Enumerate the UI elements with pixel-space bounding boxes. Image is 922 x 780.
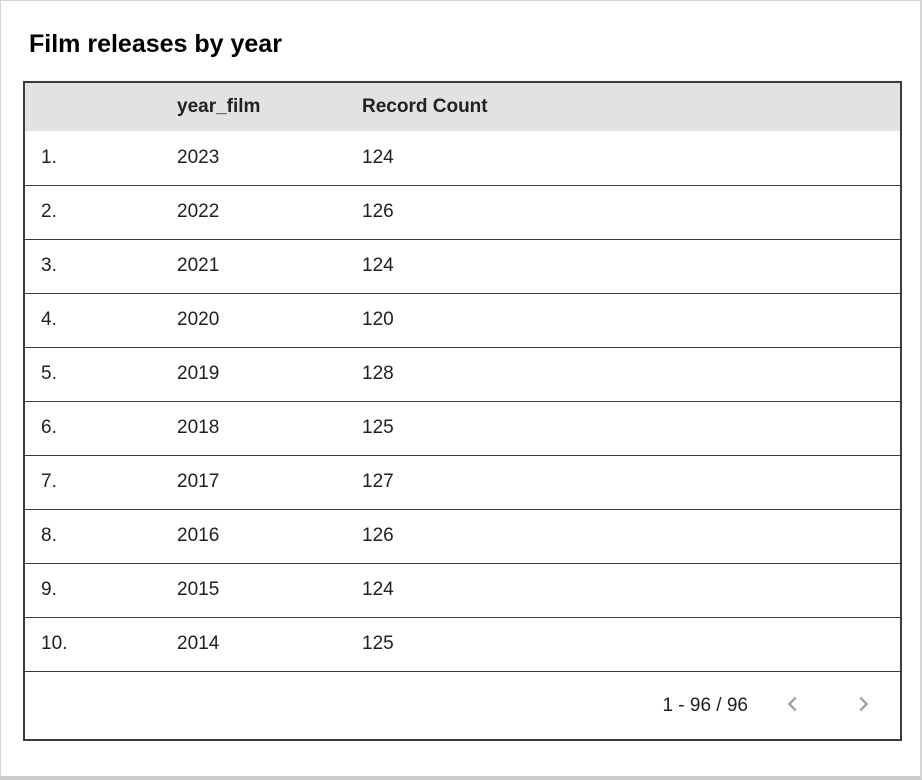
row-number-cell: 10. xyxy=(25,616,161,671)
row-number-cell: 1. xyxy=(25,131,161,185)
record-count-cell: 125 xyxy=(346,616,900,671)
row-number-cell: 5. xyxy=(25,346,161,401)
table-row: 5. 2019 128 xyxy=(25,346,900,401)
year-film-cell: 2014 xyxy=(161,616,346,671)
column-header-year-film[interactable]: year_film xyxy=(161,83,346,131)
record-count-cell: 126 xyxy=(346,184,900,239)
record-count-cell: 126 xyxy=(346,508,900,563)
record-count-cell: 124 xyxy=(346,238,900,293)
chevron-left-icon xyxy=(782,693,804,718)
record-count-cell: 127 xyxy=(346,454,900,509)
column-header-row-number xyxy=(25,83,161,131)
pagination-next-button[interactable] xyxy=(850,693,876,719)
record-count-cell: 120 xyxy=(346,292,900,347)
table-row: 6. 2018 125 xyxy=(25,400,900,455)
data-table: year_film Record Count 1. 2023 124 2. 20… xyxy=(25,83,900,671)
pagination-range-label: 1 - 96 / 96 xyxy=(662,694,748,716)
table-row: 1. 2023 124 xyxy=(25,131,900,185)
year-film-cell: 2021 xyxy=(161,238,346,293)
table-row: 7. 2017 127 xyxy=(25,454,900,509)
pagination-prev-button[interactable] xyxy=(780,693,806,719)
row-number-cell: 6. xyxy=(25,400,161,455)
row-number-cell: 4. xyxy=(25,292,161,347)
pagination: 1 - 96 / 96 xyxy=(25,671,900,739)
year-film-cell: 2017 xyxy=(161,454,346,509)
record-count-cell: 124 xyxy=(346,131,900,185)
table-row: 10. 2014 125 xyxy=(25,616,900,671)
year-film-cell: 2019 xyxy=(161,346,346,401)
table-row: 9. 2015 124 xyxy=(25,562,900,617)
year-film-cell: 2023 xyxy=(161,131,346,185)
table-row: 2. 2022 126 xyxy=(25,184,900,239)
row-number-cell: 8. xyxy=(25,508,161,563)
year-film-cell: 2018 xyxy=(161,400,346,455)
row-number-cell: 3. xyxy=(25,238,161,293)
row-number-cell: 2. xyxy=(25,184,161,239)
chevron-right-icon xyxy=(852,693,874,718)
table-row: 8. 2016 126 xyxy=(25,508,900,563)
table-row: 4. 2020 120 xyxy=(25,292,900,347)
year-film-cell: 2020 xyxy=(161,292,346,347)
year-film-cell: 2022 xyxy=(161,184,346,239)
row-number-cell: 7. xyxy=(25,454,161,509)
row-number-cell: 9. xyxy=(25,562,161,617)
column-header-record-count[interactable]: Record Count xyxy=(346,83,900,131)
record-count-cell: 125 xyxy=(346,400,900,455)
page-title: Film releases by year xyxy=(29,30,282,58)
table-header-row: year_film Record Count xyxy=(25,83,900,131)
record-count-cell: 124 xyxy=(346,562,900,617)
record-count-cell: 128 xyxy=(346,346,900,401)
year-film-cell: 2015 xyxy=(161,562,346,617)
year-film-cell: 2016 xyxy=(161,508,346,563)
table-row: 3. 2021 124 xyxy=(25,238,900,293)
data-table-card: year_film Record Count 1. 2023 124 2. 20… xyxy=(23,81,902,741)
